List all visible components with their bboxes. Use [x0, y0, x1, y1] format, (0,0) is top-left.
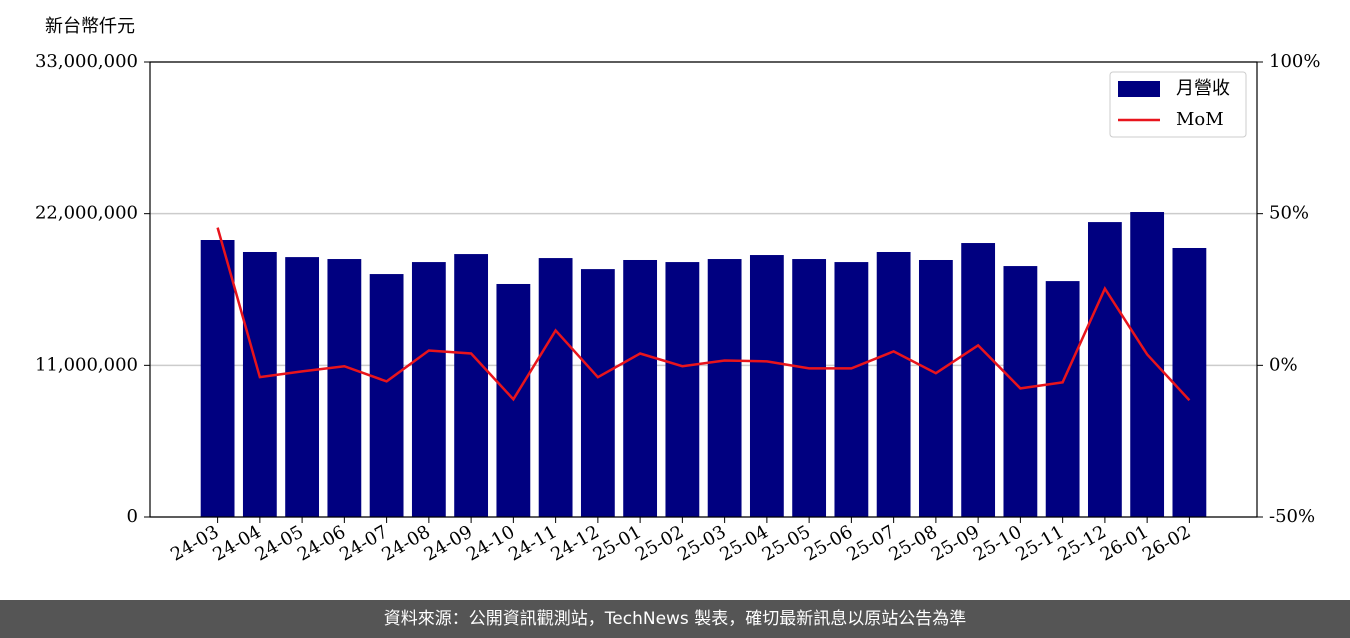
bar	[327, 259, 362, 517]
bar	[749, 255, 784, 517]
footer: 資料來源：公開資訊觀測站，TechNews 製表，確切最新訊息以原站公告為準	[0, 600, 1350, 638]
bar	[623, 259, 658, 517]
bar	[538, 258, 573, 517]
bar	[200, 240, 235, 517]
bar	[792, 259, 827, 517]
plot-frame	[149, 61, 1258, 518]
bar	[834, 262, 869, 517]
legend-label: 月營收	[1176, 78, 1230, 99]
bar	[918, 259, 953, 517]
bar	[1003, 266, 1038, 517]
x-tick-label: 26-02	[1139, 521, 1194, 565]
y2-tick-label: -50%	[1269, 506, 1315, 527]
bar	[454, 254, 489, 517]
line	[216, 227, 1191, 402]
bar	[1087, 222, 1122, 517]
bar	[369, 274, 404, 517]
bar	[961, 243, 996, 517]
y-axis-label: 新台幣仟元	[45, 16, 135, 37]
y2-tick-label: 50%	[1269, 203, 1309, 224]
y-tick-label: 0	[127, 506, 138, 527]
bar	[707, 259, 742, 517]
y2-tick-label: 100%	[1269, 51, 1320, 72]
chart: 新台幣仟元 0 11,000,000 22,000,000 33,000,000 -50…	[35, 16, 1321, 566]
bar	[242, 251, 277, 518]
bar	[1130, 212, 1165, 517]
y-tick-label: 22,000,000	[35, 203, 138, 224]
y-tick-label: 33,000,000	[35, 51, 138, 72]
y2-tick-label: 0%	[1269, 354, 1298, 375]
y-tick-label: 11,000,000	[35, 354, 138, 375]
bar	[285, 257, 320, 517]
legend-swatch	[1118, 81, 1160, 97]
bar	[1172, 247, 1207, 518]
bar	[876, 251, 911, 518]
bar	[665, 262, 700, 517]
bar	[411, 262, 446, 517]
bar	[1045, 281, 1080, 517]
bar	[580, 269, 615, 517]
legend-label: MoM	[1176, 109, 1224, 130]
